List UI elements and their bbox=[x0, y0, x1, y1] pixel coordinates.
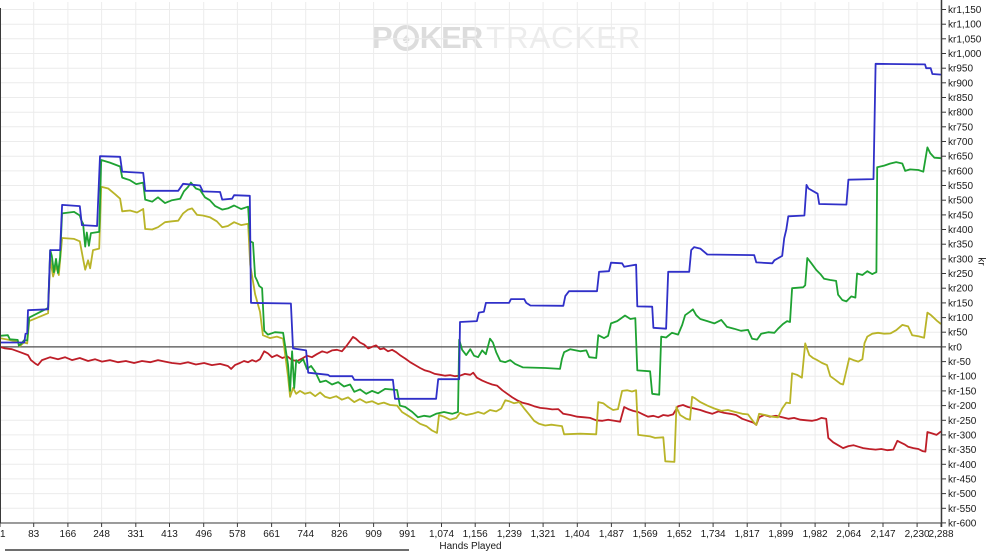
spade-icon: ♠ bbox=[402, 30, 409, 46]
svg-text:kr950: kr950 bbox=[948, 64, 973, 75]
x-axis-title: Hands Played bbox=[439, 541, 502, 552]
svg-text:kr750: kr750 bbox=[948, 122, 973, 133]
svg-text:kr-500: kr-500 bbox=[948, 489, 977, 500]
svg-text:kr150: kr150 bbox=[948, 298, 973, 309]
svg-text:kr100: kr100 bbox=[948, 313, 973, 324]
svg-text:1,487: 1,487 bbox=[599, 529, 624, 540]
svg-text:kr350: kr350 bbox=[948, 240, 973, 251]
svg-text:kr-50: kr-50 bbox=[948, 357, 971, 368]
svg-text:kr-150: kr-150 bbox=[948, 386, 977, 397]
svg-text:826: 826 bbox=[331, 529, 348, 540]
svg-text:496: 496 bbox=[195, 529, 212, 540]
bottom-panel-edge bbox=[5, 549, 409, 551]
svg-text:1,982: 1,982 bbox=[803, 529, 828, 540]
svg-text:kr400: kr400 bbox=[948, 225, 973, 236]
svg-text:1,156: 1,156 bbox=[463, 529, 488, 540]
svg-text:kr1,000: kr1,000 bbox=[948, 49, 982, 60]
svg-text:kr1,150: kr1,150 bbox=[948, 5, 982, 16]
svg-text:744: 744 bbox=[297, 529, 314, 540]
svg-text:kr600: kr600 bbox=[948, 166, 973, 177]
svg-text:248: 248 bbox=[93, 529, 110, 540]
svg-text:kr1,100: kr1,100 bbox=[948, 20, 982, 31]
svg-text:1,817: 1,817 bbox=[735, 529, 760, 540]
poker-chip-icon: ♠ bbox=[392, 25, 419, 51]
svg-text:413: 413 bbox=[161, 529, 178, 540]
svg-text:kr-350: kr-350 bbox=[948, 445, 977, 456]
watermark-poker-p: P bbox=[372, 20, 393, 55]
svg-text:kr0: kr0 bbox=[948, 342, 962, 353]
svg-text:kr650: kr650 bbox=[948, 152, 973, 163]
svg-text:kr-250: kr-250 bbox=[948, 416, 977, 427]
svg-text:kr550: kr550 bbox=[948, 181, 973, 192]
svg-text:1: 1 bbox=[0, 529, 6, 540]
watermark-tracker: TRACKER bbox=[486, 20, 642, 55]
svg-text:166: 166 bbox=[60, 529, 77, 540]
svg-text:kr-600: kr-600 bbox=[948, 518, 977, 529]
svg-text:kr500: kr500 bbox=[948, 196, 973, 207]
svg-text:2,288: 2,288 bbox=[928, 529, 953, 540]
svg-text:kr850: kr850 bbox=[948, 93, 973, 104]
svg-text:991: 991 bbox=[399, 529, 416, 540]
svg-text:661: 661 bbox=[263, 529, 280, 540]
svg-text:1,899: 1,899 bbox=[768, 529, 793, 540]
svg-text:1,321: 1,321 bbox=[531, 529, 556, 540]
svg-text:2,230: 2,230 bbox=[905, 529, 930, 540]
svg-text:1,569: 1,569 bbox=[633, 529, 658, 540]
svg-text:909: 909 bbox=[365, 529, 382, 540]
svg-text:kr250: kr250 bbox=[948, 269, 973, 280]
svg-text:kr-100: kr-100 bbox=[948, 372, 977, 383]
watermark-poker-ker: KER bbox=[419, 20, 483, 55]
svg-text:1,652: 1,652 bbox=[667, 529, 692, 540]
svg-text:kr-400: kr-400 bbox=[948, 460, 977, 471]
svg-text:kr-550: kr-550 bbox=[948, 504, 977, 515]
svg-text:2,147: 2,147 bbox=[870, 529, 895, 540]
svg-text:kr900: kr900 bbox=[948, 78, 973, 89]
svg-text:kr800: kr800 bbox=[948, 108, 973, 119]
svg-text:kr50: kr50 bbox=[948, 328, 968, 339]
svg-text:1,404: 1,404 bbox=[565, 529, 590, 540]
svg-text:kr200: kr200 bbox=[948, 284, 973, 295]
svg-text:331: 331 bbox=[127, 529, 144, 540]
pokertracker-watermark: P ♠ KER TRACKER bbox=[372, 20, 641, 56]
svg-text:1,239: 1,239 bbox=[497, 529, 522, 540]
svg-text:kr300: kr300 bbox=[948, 254, 973, 265]
svg-text:kr1,050: kr1,050 bbox=[948, 34, 982, 45]
svg-text:kr-200: kr-200 bbox=[948, 401, 977, 412]
svg-text:2,064: 2,064 bbox=[836, 529, 861, 540]
svg-text:kr-300: kr-300 bbox=[948, 430, 977, 441]
y-axis-title: kr bbox=[975, 257, 987, 266]
svg-text:kr450: kr450 bbox=[948, 210, 973, 221]
svg-text:kr700: kr700 bbox=[948, 137, 973, 148]
svg-text:1,074: 1,074 bbox=[429, 529, 454, 540]
svg-text:578: 578 bbox=[229, 529, 246, 540]
svg-text:1,734: 1,734 bbox=[701, 529, 726, 540]
svg-text:kr-450: kr-450 bbox=[948, 474, 977, 485]
svg-text:83: 83 bbox=[28, 529, 40, 540]
